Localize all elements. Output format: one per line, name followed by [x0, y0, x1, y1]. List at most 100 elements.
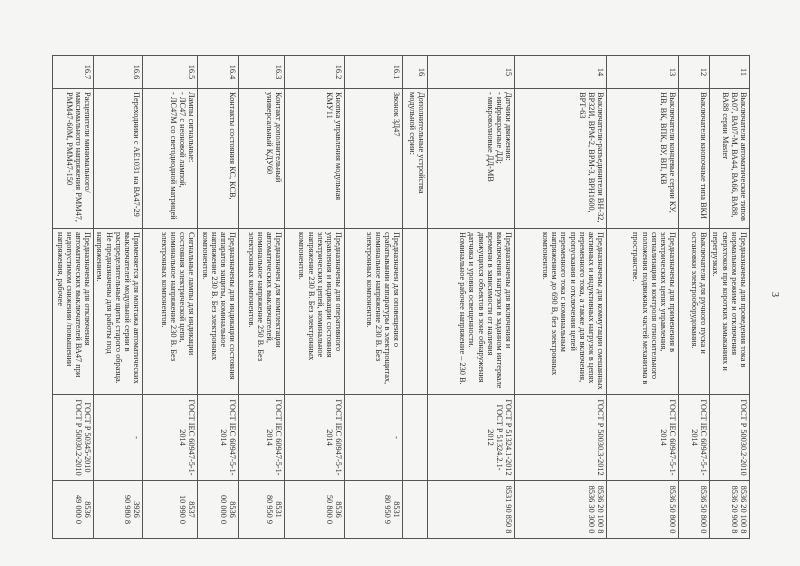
product-name: Выключатели кнопочные типа ВКИ — [699, 92, 709, 220]
tn-ved-code-cell: 3926 90 980 8 — [93, 480, 143, 539]
product-purpose-cell: Выключатели для ручного пуска и остановк… — [678, 228, 710, 395]
tn-ved-code-cell: 8531 80 950 9 — [238, 480, 285, 539]
product-purpose: Предназначены для индикации состояния ап… — [200, 232, 238, 382]
product-purpose-cell: Предназначены для коммутации смешанных а… — [514, 228, 607, 395]
row-number-cell: 16.2 — [284, 55, 345, 89]
standard: ГОСТ IEC 60947-5-1-2014 — [324, 399, 344, 476]
standard-cell: ГОСТ Р 50345-2010 ГОСТ Р 50030.2-2010 — [52, 394, 94, 481]
tn-ved-code: 8537 10 990 0 — [177, 494, 197, 525]
row-number: 16.5 — [187, 64, 197, 80]
row-number: 15 — [504, 67, 514, 77]
standard-cell: ГОСТ Р 50030.3-2012 — [514, 394, 607, 481]
product-purpose: Предназначены для коммутации смешанных а… — [540, 232, 606, 392]
tn-ved-code: 3926 90 980 8 — [122, 494, 142, 525]
product-name-cell: Кнопка управления модульная КМУ11 — [284, 88, 345, 229]
row-number-cell: 13 — [606, 55, 679, 89]
product-name: Дополнительные устройства модульной сери… — [407, 92, 427, 196]
standard-cell: ГОСТ IEC 60947-5-1-2014 — [606, 394, 679, 481]
row-number-cell: 12 — [678, 55, 710, 89]
standard-cell: ГОСТ IEC 60947-5-1-2014 — [142, 394, 198, 481]
row-number: 16.3 — [274, 64, 284, 80]
row-number-cell: 16.6 — [93, 55, 143, 89]
products-table: 11 Выключатели автоматические типов ВА07,… — [52, 55, 750, 539]
product-name-cell: Контакт дополнительный универсальный КДУ… — [238, 88, 285, 229]
product-purpose-cell — [402, 228, 428, 395]
row-number: 16.7 — [83, 64, 93, 80]
product-name: Звонок ЗД47 — [392, 92, 402, 137]
tn-ved-code: 8536 50 800 0 — [324, 494, 344, 525]
product-purpose: Сигнальные лампы для индикации состояния… — [159, 232, 197, 364]
product-purpose: Предназначены для проведения тока в норм… — [711, 232, 748, 373]
standard-cell: ГОСТ IEC 60947-5-1-2014 — [678, 394, 710, 481]
tn-ved-code-cell: 8536 00 000 0 — [197, 480, 239, 539]
tn-ved-code-cell: 8536 49 000 0 — [52, 480, 94, 539]
tn-ved-code: 8536 49 000 0 — [73, 494, 93, 525]
tn-ved-code: 8536 50 800 0 — [699, 485, 709, 534]
product-name-cell: Выключатели концевые серии КУ, НВ, ВК, В… — [606, 88, 679, 229]
table-row: 16.6 Переходники с АЕ1031 на ВА47-29 Приме… — [93, 55, 143, 539]
tn-ved-code-cell: 8531 80 950 9 — [344, 480, 403, 539]
row-number-cell: 15 — [427, 55, 515, 89]
product-purpose-cell: Предназначены для проведения тока в норм… — [709, 228, 750, 395]
standard: ГОСТ IEC 60947-5-1-2014 — [177, 399, 197, 476]
row-number-cell: 16.7 — [52, 55, 94, 89]
product-purpose: Предназначен для комплектации автоматиче… — [246, 232, 284, 364]
tn-ved-code-cell — [402, 480, 428, 539]
product-name: Переходники с АЕ1031 на ВА47-29 — [132, 92, 142, 217]
row-number-cell: 11 — [709, 55, 750, 89]
table-row: 16.4 Контакты состояния КС, КСВ, Предназна… — [197, 55, 239, 539]
tn-ved-code: 8531 80 950 9 — [382, 494, 402, 525]
tn-ved-code-cell: 8536 50 800 0 — [678, 480, 710, 539]
standard-cell: ГОСТ Р 50030.2-2010 — [709, 394, 750, 481]
table-row: 16 Дополнительные устройства модульной се… — [402, 55, 428, 539]
product-name-cell: Переходники с АЕ1031 на ВА47-29 — [93, 88, 143, 229]
table-row: 15 Датчики движения: - инфракрасные ДД; -… — [427, 55, 515, 539]
table-row: 14 Выключатели-разъединители ВН-32, ВР32И… — [514, 55, 607, 539]
tn-ved-code: 8531 80 950 9 — [264, 494, 284, 525]
row-number-cell: 16.4 — [197, 55, 239, 89]
table-row: 12 Выключатели кнопочные типа ВКИ Выключат… — [678, 55, 710, 539]
standard-cell: ГОСТ IEC 60947-5-1-2014 — [197, 394, 239, 481]
standard: ГОСТ IEC 60947-5-1-2014 — [264, 399, 284, 476]
table-row: 16.1 Звонок ЗД47 Предназначен для оповещен… — [344, 55, 403, 539]
standard: - — [392, 436, 402, 439]
product-name-cell: Расцепители минимального/максимального н… — [52, 88, 94, 229]
row-number-cell: 16.1 — [344, 55, 403, 89]
product-name: Выключатели концевые серии КУ, НВ, ВК, В… — [658, 92, 678, 215]
row-number: 11 — [739, 68, 748, 76]
product-purpose: Предназначены для применения в электриче… — [631, 232, 678, 387]
standard-cell: ГОСТ IEC 60947-5-1-2014 — [238, 394, 285, 481]
tn-ved-code: 8536 00 000 0 — [218, 494, 238, 525]
row-number: 14 — [596, 67, 606, 77]
standard-cell: - — [344, 394, 403, 481]
standard-cell — [402, 394, 428, 481]
product-purpose-cell: Предназначены для отключения автоматичес… — [52, 228, 94, 395]
product-name-cell: Звонок ЗД47 — [344, 88, 403, 229]
product-purpose-cell: Применяется для монтажа автоматических в… — [93, 228, 143, 395]
tn-ved-code: 8536 20 100 8 8536 20 900 8 — [729, 485, 748, 534]
tn-ved-code-cell: 8531 90 850 8 — [427, 480, 515, 539]
tn-ved-code: 8536 20 100 8 8536 30 300 0 — [586, 485, 606, 534]
product-name: Контакт дополнительный универсальный КДУ… — [264, 92, 284, 185]
row-number-cell: 16 — [402, 55, 428, 89]
product-purpose-cell: Предназначены для индикации состояния ап… — [197, 228, 239, 395]
standard: ГОСТ IEC 60947-5-1-2014 — [658, 399, 678, 476]
product-purpose-cell: Сигнальные лампы для индикации состояния… — [142, 228, 198, 395]
product-name-cell: Дополнительные устройства модульной сери… — [402, 88, 428, 229]
row-number: 16 — [417, 67, 427, 77]
row-number: 13 — [668, 67, 678, 77]
product-purpose-cell: Предназначены для оперативного управлени… — [284, 228, 345, 395]
product-purpose-cell: Предназначены для включения и выключения… — [427, 228, 515, 395]
product-purpose-cell: Предназначен для оповещения о срабатыван… — [344, 228, 403, 395]
table-row: 13 Выключатели концевые серии КУ, НВ, ВК,… — [606, 55, 679, 539]
product-name-cell: Выключатели кнопочные типа ВКИ — [678, 88, 710, 229]
product-purpose: Предназначен для оповещения о срабатыван… — [364, 232, 402, 387]
table-row: 11 Выключатели автоматические типов ВА07,… — [709, 55, 750, 539]
tn-ved-code: 8536 50 800 0 — [668, 485, 678, 534]
product-purpose-cell: Предназначен для комплектации автоматиче… — [238, 228, 285, 395]
tn-ved-code-cell: 8536 20 100 8 8536 20 900 8 — [709, 480, 750, 539]
product-name: Контакты состояния КС, КСВ, — [228, 92, 238, 200]
row-number-cell: 16.3 — [238, 55, 285, 89]
standard-cell: - — [93, 394, 143, 481]
row-number: 16.2 — [334, 64, 344, 80]
